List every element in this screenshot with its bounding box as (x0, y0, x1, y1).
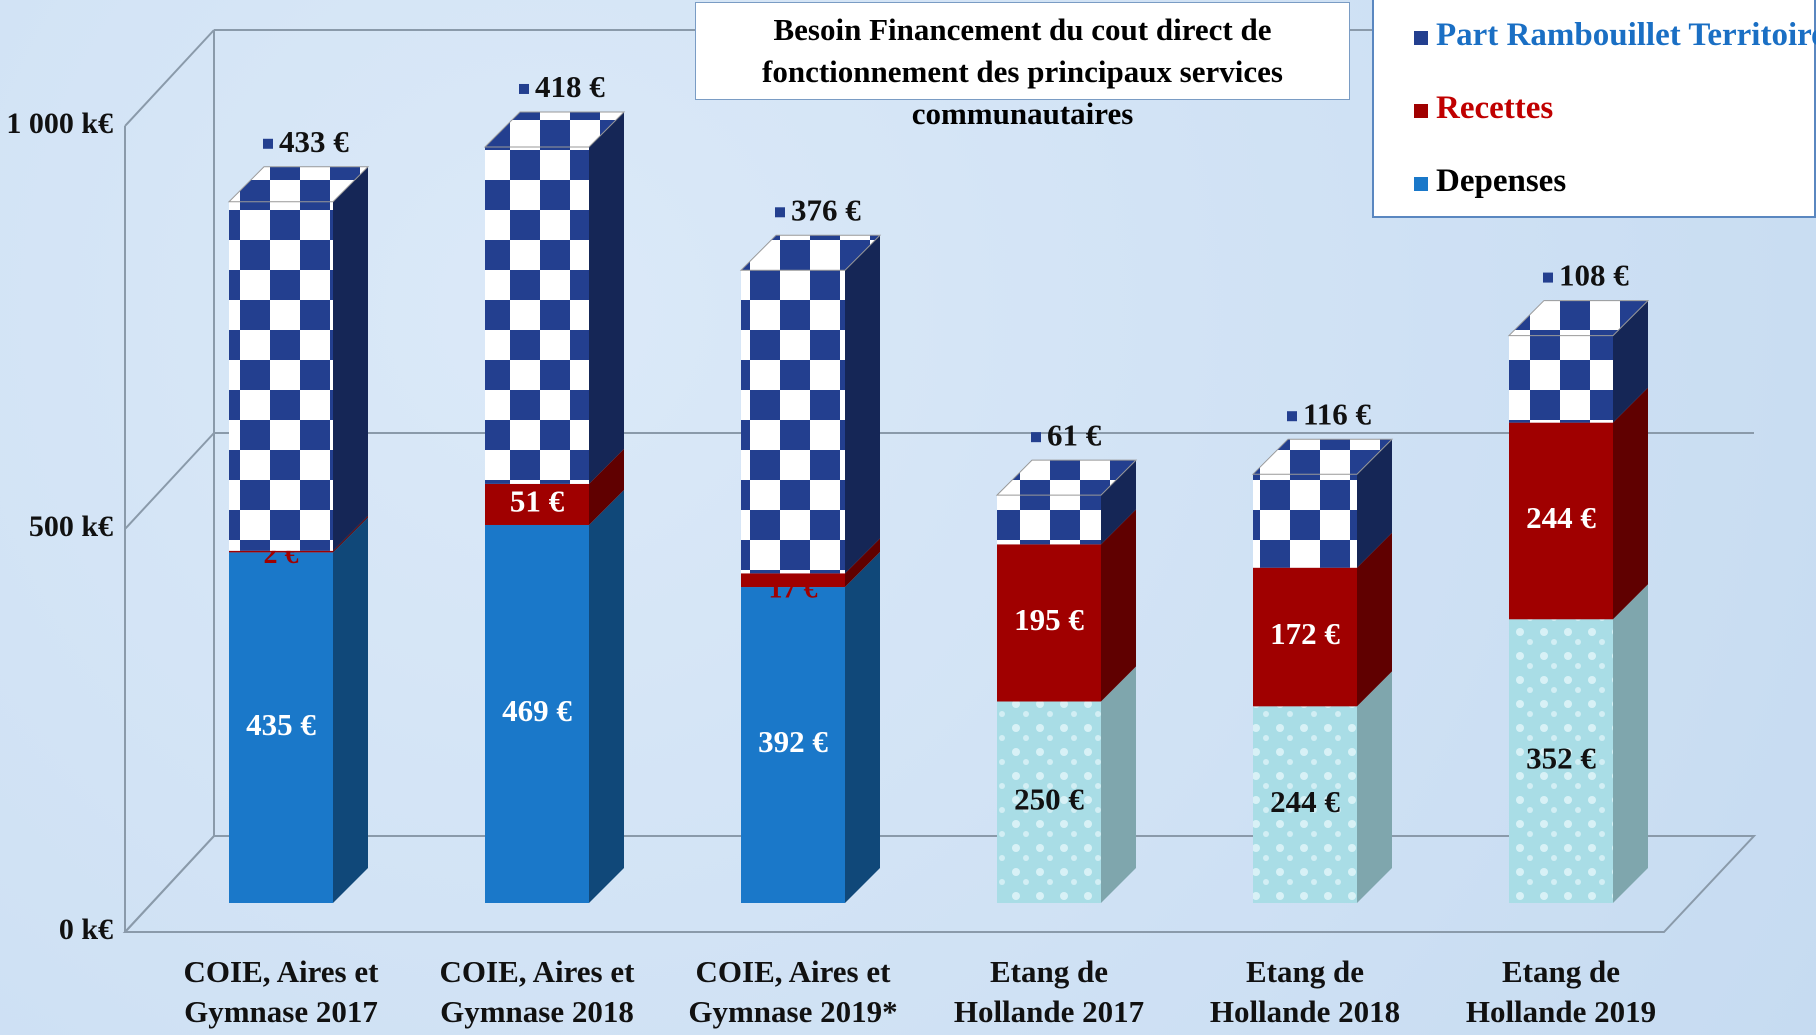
y-tick-label: 500 k€ (29, 510, 113, 543)
bar-side (1357, 671, 1392, 903)
bar-side (1101, 667, 1136, 904)
bar-segment (1509, 336, 1613, 423)
label-icon (1543, 273, 1553, 283)
data-label: 433 € (279, 124, 349, 159)
chart-title: Besoin Financement du cout direct de fon… (695, 2, 1350, 100)
y-tick-label: 1 000 k€ (6, 107, 113, 140)
data-label: 195 € (1014, 602, 1084, 637)
bar-segment (1253, 474, 1357, 567)
bar-side (333, 517, 368, 903)
legend-label: Part Rambouillet Territoires (1436, 17, 1816, 53)
legend-entry: Recettes (1414, 83, 1814, 156)
legend-entry: Part Rambouillet Territoires (1414, 10, 1814, 83)
label-icon (519, 84, 529, 94)
bar-segment (485, 147, 589, 484)
bar-side (845, 235, 880, 573)
data-label: 172 € (1270, 616, 1340, 651)
data-label: 17 € (769, 573, 818, 604)
data-label: 469 € (502, 693, 572, 728)
bar-segment (229, 202, 333, 551)
chart: 0 k€500 k€1 000 k€435 €2 €433 €469 €51 €… (0, 0, 1816, 1035)
bar-side (589, 112, 624, 484)
data-label: 61 € (1047, 417, 1102, 452)
bar-segment (997, 495, 1101, 544)
legend-label: Recettes (1436, 90, 1553, 126)
grid-line (125, 836, 214, 932)
data-label: 244 € (1270, 784, 1340, 819)
data-label: 376 € (791, 192, 861, 227)
data-label: 108 € (1559, 258, 1629, 293)
bar-segment (741, 270, 845, 573)
data-label: 244 € (1526, 500, 1596, 535)
label-icon (1287, 411, 1297, 421)
x-tick-label: COIE, Aires et Gymnase 2019* (678, 952, 908, 1032)
data-label: 352 € (1526, 740, 1596, 775)
label-icon (263, 139, 273, 149)
bar-side (1613, 584, 1648, 903)
bar-side (845, 552, 880, 903)
label-icon (775, 207, 785, 217)
legend-swatch (1414, 31, 1428, 45)
legend: Part Rambouillet Territoires Recettes Depe… (1372, 0, 1816, 218)
x-tick-label: Etang de Hollande 2017 (934, 952, 1164, 1032)
data-label: 51 € (510, 484, 565, 519)
legend-swatch (1414, 177, 1428, 191)
bar-side (1613, 388, 1648, 620)
data-label: 392 € (758, 724, 828, 759)
grid-line (125, 30, 214, 126)
bar-side (333, 167, 368, 551)
x-tick-label: COIE, Aires et Gymnase 2018 (422, 952, 652, 1032)
x-tick-label: Etang de Hollande 2018 (1190, 952, 1420, 1032)
grid-line (125, 433, 214, 529)
x-tick-label: COIE, Aires et Gymnase 2017 (166, 952, 396, 1032)
data-label: 250 € (1014, 781, 1084, 816)
data-label: 116 € (1303, 396, 1372, 431)
bar-side (589, 490, 624, 903)
legend-swatch (1414, 104, 1428, 118)
legend-entry: Depenses (1414, 156, 1814, 229)
data-label: 435 € (246, 707, 316, 742)
label-icon (1031, 432, 1041, 442)
y-tick-label: 0 k€ (59, 913, 113, 946)
data-label: 418 € (535, 69, 605, 104)
x-tick-label: Etang de Hollande 2019 (1446, 952, 1676, 1032)
legend-label: Depenses (1436, 163, 1566, 199)
